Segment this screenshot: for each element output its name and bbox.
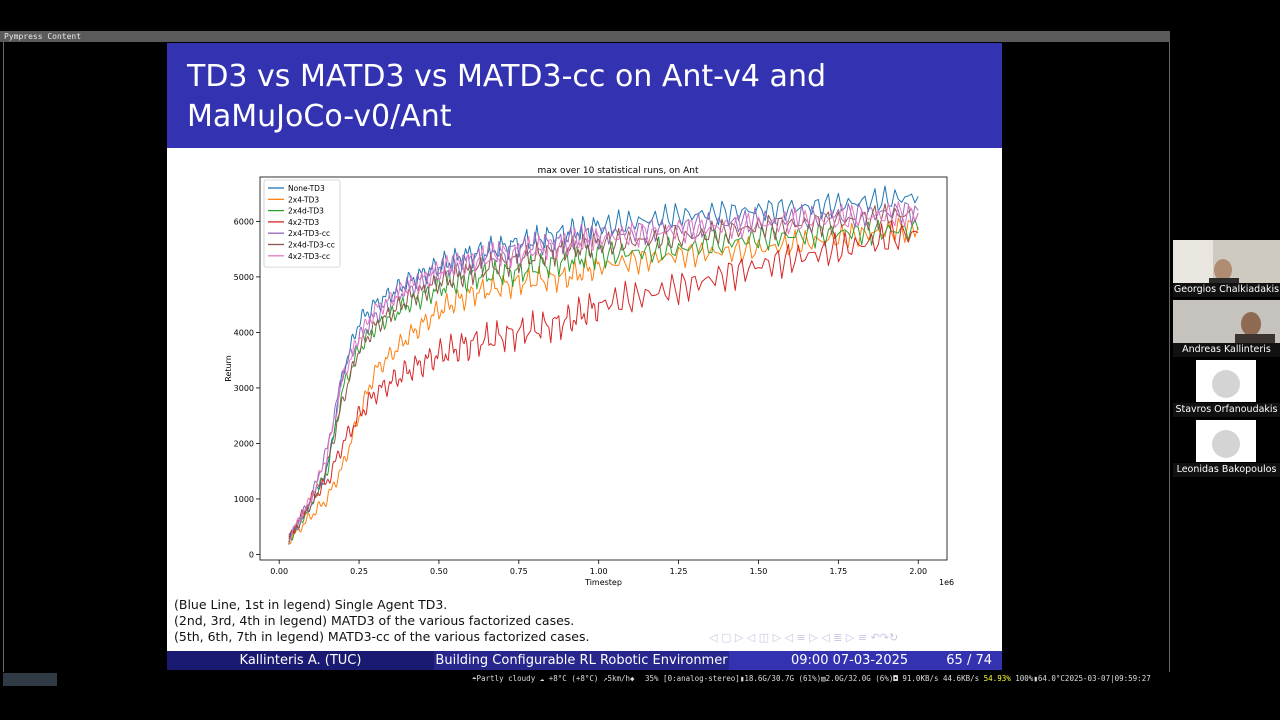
return-chart: max over 10 statistical runs, on Ant 0.0… xyxy=(224,166,954,587)
footer-page-number: 65 / 74 xyxy=(946,653,992,668)
system-usage: 35% [0:analog-stereo]▮18.6G/30.7G (61%)▤… xyxy=(645,674,980,683)
x-tick-label: 0.00 xyxy=(270,567,288,576)
y-tick-label: 1000 xyxy=(234,495,254,504)
y-tick-label: 4000 xyxy=(234,328,254,337)
y-tick-label: 0 xyxy=(249,550,254,559)
y-axis-label: Return xyxy=(224,355,233,382)
weather-widget: ☂Partly cloudy ☁ +8°C (+8°C) ↗5km/h◆ xyxy=(472,674,635,683)
x-tick-label: 1.75 xyxy=(829,567,847,576)
series-line-2x4d-td3-cc xyxy=(288,203,919,543)
chart-legend: None-TD3 2x4-TD3 2x4d-TD3 4x2-TD3 2x4-TD3-cc… xyxy=(263,179,341,268)
beamer-navigation[interactable]: ◁ ▢ ▷ ◁ ◫ ▷ ◁ ≡ ▷ ◁ ≣ ▷ ≡ ↶↷↻ xyxy=(709,631,899,644)
participant-video xyxy=(1173,300,1280,348)
x-tick-label: 1.25 xyxy=(670,567,688,576)
slide-title: TD3 vs MATD3 vs MATD3-cc on Ant-v4 and M… xyxy=(187,57,987,137)
footer-author: Kallinteris A. (TUC) xyxy=(167,651,434,670)
legend-label: 2x4-TD3-cc xyxy=(288,229,330,238)
chart-title: max over 10 statistical runs, on Ant xyxy=(538,166,699,176)
series-line-2x4-td3 xyxy=(288,217,919,545)
participant-tile[interactable]: Leonidas Bakopoulos xyxy=(1173,420,1280,477)
x-tick-label: 2.00 xyxy=(909,567,927,576)
slide-edge-shadow xyxy=(1002,83,1008,395)
caption-line: (Blue Line, 1st in legend) Single Agent … xyxy=(174,597,448,612)
avatar-icon xyxy=(1212,370,1240,398)
slide-title-line: TD3 vs MATD3 vs MATD3-cc on Ant-v4 and xyxy=(187,59,826,94)
plot-frame xyxy=(259,176,948,561)
window-frame xyxy=(3,42,1170,672)
slide: TD3 vs MATD3 vs MATD3-cc on Ant-v4 and M… xyxy=(167,43,1002,670)
caption-line: (5th, 6th, 7th in legend) MATD3-cc of th… xyxy=(174,629,590,644)
clock: 100%▮64.0°C2025-03-07|09:59:27 xyxy=(1010,674,1151,683)
footer-datetime: 09:00 07-03-2025 xyxy=(791,653,909,668)
avatar-icon xyxy=(1212,430,1240,458)
footer-talk-title: Building Configurable RL Robotic Environ… xyxy=(434,651,729,670)
footer-meta: 09:00 07-03-2025 65 / 74 xyxy=(729,651,1002,670)
legend-label: 2x4d-TD3-cc xyxy=(288,241,335,250)
x-tick-label: 1.00 xyxy=(590,567,608,576)
workspace-thumbnail[interactable] xyxy=(3,673,57,686)
caption-line: (2nd, 3rd, 4th in legend) MATD3 of the v… xyxy=(174,613,575,628)
system-stats: 35% [0:analog-stereo]▮18.6G/30.7G (61%)▤… xyxy=(645,672,1151,686)
series-line-4x2-td3 xyxy=(288,219,919,538)
y-tick-label: 5000 xyxy=(234,273,254,282)
window-titlebar[interactable]: Pympress Content xyxy=(0,31,1170,42)
legend-label: 2x4-TD3 xyxy=(288,195,319,204)
y-tick-label: 2000 xyxy=(234,439,254,448)
participant-name: Georgios Chalkiadakis xyxy=(1173,283,1280,297)
system-statusbar: ☂Partly cloudy ☁ +8°C (+8°C) ↗5km/h◆ 35%… xyxy=(0,672,1280,686)
legend-label: 4x2-TD3 xyxy=(288,218,319,227)
x-axis-multiplier: 1e6 xyxy=(939,578,954,587)
x-tick-label: 0.25 xyxy=(350,567,368,576)
x-tick-label: 0.75 xyxy=(510,567,528,576)
participant-tile[interactable]: Stavros Orfanoudakis xyxy=(1173,360,1280,417)
legend-label: None-TD3 xyxy=(288,184,325,193)
x-tick-label: 0.50 xyxy=(430,567,448,576)
y-tick-label: 6000 xyxy=(234,217,254,226)
participant-video xyxy=(1173,240,1280,288)
legend-label: 4x2-TD3-cc xyxy=(288,252,330,261)
slide-title-line: MaMuJoCo-v0/Ant xyxy=(187,99,452,134)
series-line-2x4-td3-cc xyxy=(288,202,919,536)
slide-caption: (Blue Line, 1st in legend) Single Agent … xyxy=(174,597,704,645)
slide-footer: Kallinteris A. (TUC) Building Configurab… xyxy=(167,651,1002,670)
participant-tile[interactable]: Georgios Chalkiadakis xyxy=(1173,240,1280,297)
participant-tile[interactable]: Andreas Kallinteris xyxy=(1173,300,1280,357)
legend-label: 2x4d-TD3 xyxy=(288,207,324,216)
participant-name: Stavros Orfanoudakis xyxy=(1173,403,1280,417)
participant-name: Leonidas Bakopoulos xyxy=(1173,463,1280,477)
y-tick-label: 3000 xyxy=(234,384,254,393)
participant-name: Andreas Kallinteris xyxy=(1173,343,1280,357)
battery-level: 54.93% xyxy=(983,674,1011,683)
x-tick-label: 1.50 xyxy=(750,567,768,576)
series-line-2x4d-td3 xyxy=(288,218,919,541)
slide-header: TD3 vs MATD3 vs MATD3-cc on Ant-v4 and M… xyxy=(167,43,1002,148)
series-line-4x2-td3-cc xyxy=(288,201,919,541)
x-axis-label: Timestep xyxy=(584,578,622,587)
